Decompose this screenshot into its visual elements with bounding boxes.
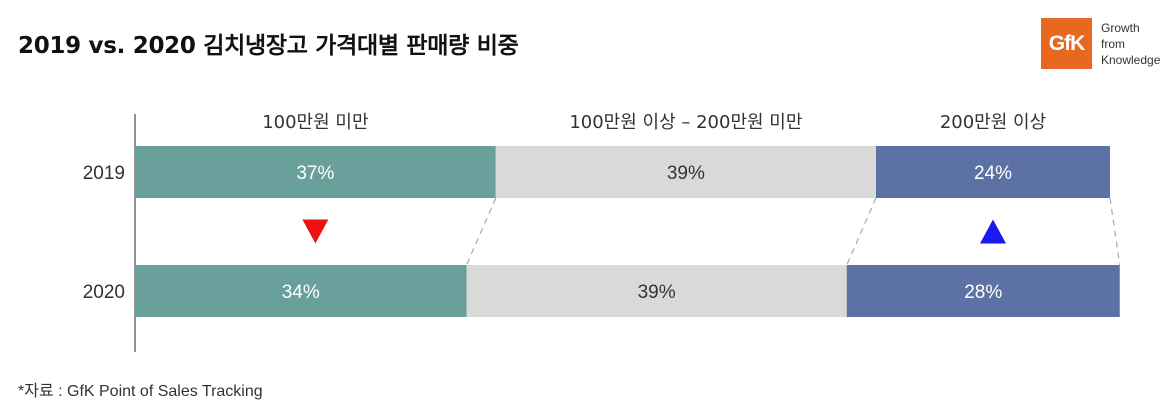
down-triangle-icon	[302, 219, 329, 244]
chart-title: 2019 vs. 2020 김치냉장고 가격대별 판매량 비중	[18, 33, 519, 59]
connector-line-2	[846, 197, 877, 266]
data-label-2019-series-1: 37%	[296, 163, 334, 184]
tagline-line-1: Growth	[1101, 21, 1140, 35]
series-label-2: 100만원 이상 – 200만원 미만	[569, 112, 802, 133]
data-label-2020-series-3: 28%	[964, 282, 1002, 303]
bar-2020-series-1	[135, 265, 467, 317]
bar-2020-series-3	[846, 265, 1120, 317]
category-label-2019: 2019	[83, 163, 125, 184]
source-footnote: *자료 : GfK Point of Sales Tracking	[18, 383, 263, 400]
data-label-2019-series-2: 39%	[667, 163, 705, 184]
category-label-2020: 2020	[83, 282, 125, 303]
bar-2019-series-1	[135, 146, 496, 198]
bar-2019-series-3	[876, 146, 1110, 198]
gfk-logo-box: GfK	[1041, 18, 1092, 69]
data-label-2019-series-3: 24%	[974, 163, 1012, 184]
connector-line-1	[465, 197, 497, 266]
data-label-2020-series-1: 34%	[282, 282, 320, 303]
bar-2019-series-2	[495, 146, 876, 198]
tagline-line-2: from	[1101, 37, 1125, 51]
connector-line-3	[1109, 197, 1121, 266]
gfk-tagline: Growth from Knowledge	[1101, 20, 1171, 68]
series-label-3: 200만원 이상	[940, 112, 1046, 133]
series-label-1: 100만원 미만	[262, 112, 368, 133]
bar-2020-series-2	[466, 265, 847, 317]
tagline-line-3: Knowledge	[1101, 53, 1161, 67]
up-triangle-icon	[980, 219, 1006, 244]
data-label-2020-series-2: 39%	[638, 282, 676, 303]
